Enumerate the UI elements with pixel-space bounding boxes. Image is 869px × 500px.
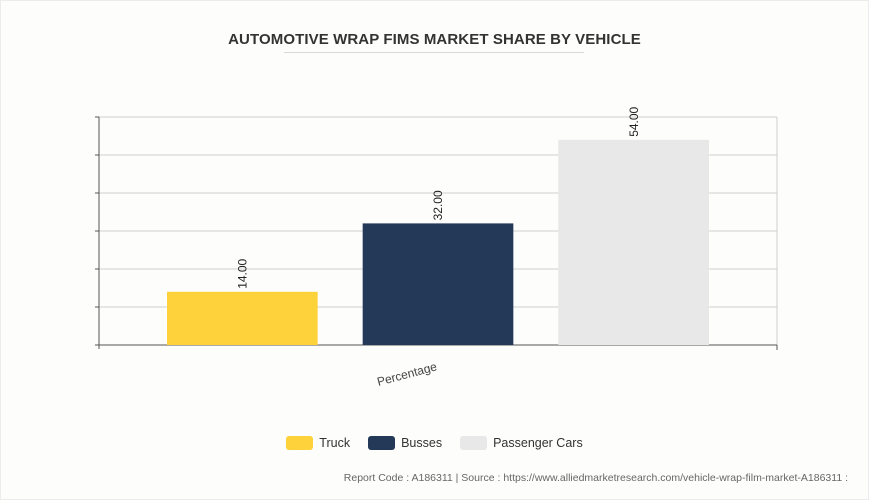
- data-labels: 14.00 32.00 54.00: [236, 106, 641, 288]
- bar-passenger-cars[interactable]: [558, 139, 709, 345]
- data-label-busses: 32.00: [431, 190, 445, 220]
- x-tick-label: Percentage: [376, 359, 439, 388]
- legend-swatch-busses: [368, 436, 396, 450]
- legend-label-busses: Busses: [401, 436, 443, 450]
- title-underline: [284, 52, 584, 53]
- chart-title: AUTOMOTIVE WRAP FIMS MARKET SHARE BY VEH…: [228, 31, 641, 48]
- bar-busses[interactable]: [362, 223, 514, 345]
- legend-swatch-truck: [286, 436, 314, 450]
- legend-label-passenger-cars: Passenger Cars: [493, 436, 583, 450]
- bar-truck[interactable]: [167, 291, 318, 345]
- data-label-truck: 14.00: [236, 258, 250, 288]
- data-label-passenger-cars: 54.00: [627, 106, 641, 136]
- legend-swatch-passenger-cars: [460, 436, 488, 450]
- legend-item-truck[interactable]: Truck: [286, 436, 350, 450]
- source-footer: Report Code : A186311 | Source : https:/…: [343, 472, 848, 484]
- legend-item-passenger-cars[interactable]: Passenger Cars: [460, 436, 583, 450]
- legend-label-truck: Truck: [319, 436, 351, 450]
- bars: [167, 139, 709, 345]
- legend-item-busses[interactable]: Busses: [368, 436, 442, 450]
- legend: Truck Busses Passenger Cars: [0, 436, 869, 450]
